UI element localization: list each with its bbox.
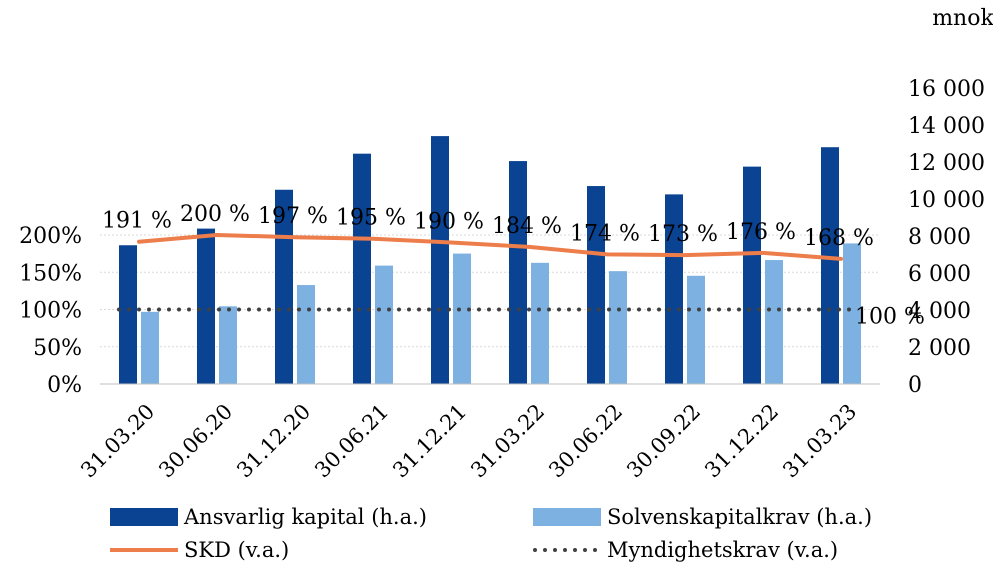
x-axis-tick-label: 30.06.21 [310, 399, 393, 482]
skd-data-label: 184 % [492, 214, 562, 239]
bar-ansvarlig-kapital [119, 245, 137, 384]
legend-label: SKD (v.a.) [184, 538, 289, 562]
skd-data-label: 173 % [648, 222, 718, 247]
skd-data-label: 200 % [180, 202, 250, 227]
left-axis-tick-label: 100% [19, 299, 82, 324]
bar-solvenskapitalkrav [609, 271, 627, 384]
right-axis-tick-label: 0 [908, 373, 922, 398]
bar-ansvarlig-kapital [743, 166, 761, 384]
bar-solvenskapitalkrav [297, 285, 315, 384]
skd-data-label: 191 % [102, 209, 172, 234]
bar-ansvarlig-kapital [821, 147, 839, 384]
x-axis-tick-label: 31.12.20 [232, 399, 315, 482]
right-axis-unit-label: mnok [932, 6, 993, 31]
left-axis-tick-label: 0% [47, 373, 82, 398]
x-axis-tick-label: 31.03.22 [466, 399, 549, 482]
skd-data-label: 195 % [336, 206, 406, 231]
bar-ansvarlig-kapital [353, 153, 371, 384]
x-axis-tick-label: 30.09.22 [622, 399, 705, 482]
bar-ansvarlig-kapital [509, 161, 527, 384]
right-axis-tick-label: 2 000 [908, 336, 971, 361]
right-axis-tick-label: 10 000 [908, 188, 985, 213]
legend-swatch [533, 508, 601, 526]
right-axis-tick-label: 8 000 [908, 225, 971, 250]
x-axis-tick-label: 31.12.22 [700, 399, 783, 482]
skd-data-label: 168 % [804, 226, 874, 251]
x-axis-tick-label: 30.06.22 [544, 399, 627, 482]
bar-solvenskapitalkrav [219, 306, 237, 384]
skd-data-label: 190 % [414, 209, 484, 234]
right-axis-tick-label: 4 000 [908, 299, 971, 324]
bar-solvenskapitalkrav [531, 262, 549, 384]
legend-label: Myndighetskrav (v.a.) [607, 538, 838, 562]
bar-solvenskapitalkrav [453, 253, 471, 384]
legend-swatch [110, 508, 178, 526]
bar-solvenskapitalkrav [687, 275, 705, 384]
right-axis-tick-label: 12 000 [908, 151, 985, 176]
x-axis-tick-label: 31.03.23 [778, 399, 861, 482]
bar-solvenskapitalkrav [765, 260, 783, 384]
bar-solvenskapitalkrav [375, 265, 393, 384]
legend-label: Solvenskapitalkrav (h.a.) [607, 505, 872, 529]
skd-data-label: 176 % [726, 220, 796, 245]
bar-solvenskapitalkrav [843, 243, 861, 384]
bar-ansvarlig-kapital [197, 228, 215, 384]
left-axis-tick-label: 150% [19, 261, 82, 286]
skd-data-label: 174 % [570, 221, 640, 246]
legend-label: Ansvarlig kapital (h.a.) [183, 505, 427, 529]
skd-data-label: 197 % [258, 204, 328, 229]
left-axis-tick-label: 50% [33, 336, 82, 361]
x-axis-tick-label: 30.06.20 [154, 399, 237, 482]
myndighetskrav-label: 100 % [855, 305, 925, 330]
bar-solvenskapitalkrav [141, 311, 159, 384]
bar-ansvarlig-kapital [665, 194, 683, 384]
right-axis-tick-label: 14 000 [908, 114, 985, 139]
right-axis-tick-label: 16 000 [908, 77, 985, 102]
bar-ansvarlig-kapital [431, 136, 449, 384]
x-axis-tick-label: 31.03.20 [76, 399, 159, 482]
bar-ansvarlig-kapital [587, 186, 605, 384]
right-axis-tick-label: 6 000 [908, 262, 971, 287]
x-axis-tick-label: 31.12.21 [388, 399, 471, 482]
skd-line [137, 233, 843, 261]
left-axis-tick-label: 200% [19, 224, 82, 249]
